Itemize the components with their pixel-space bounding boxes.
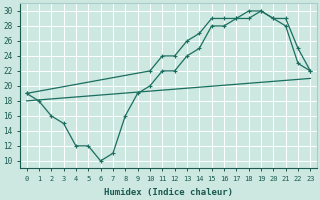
X-axis label: Humidex (Indice chaleur): Humidex (Indice chaleur) [104,188,233,197]
